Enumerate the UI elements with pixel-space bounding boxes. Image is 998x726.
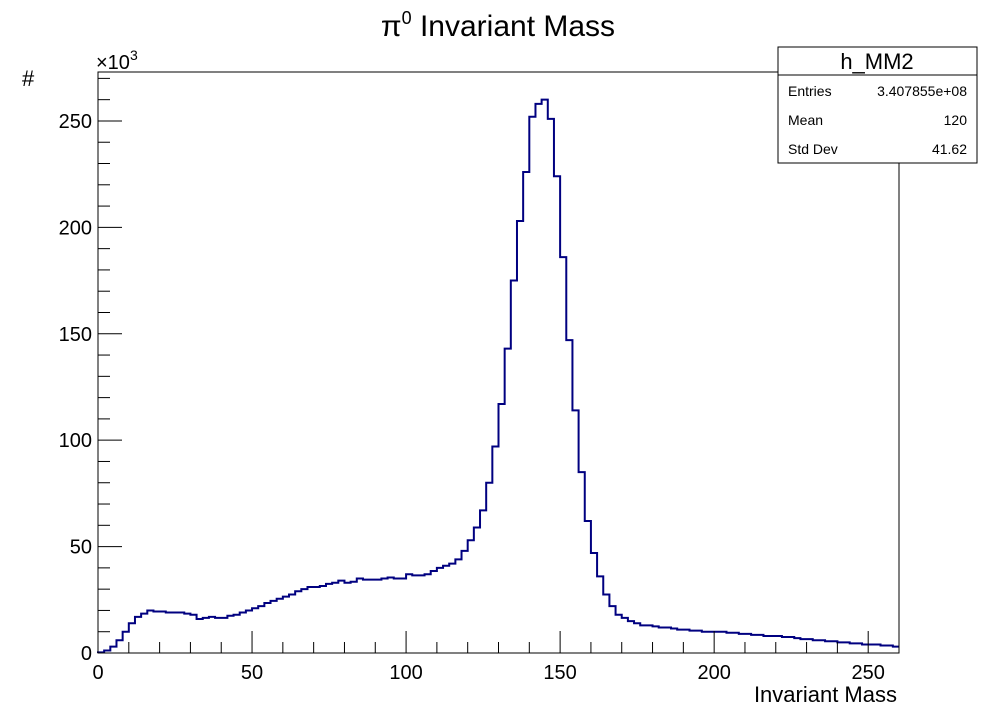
y-tick-label: 100 <box>59 430 92 452</box>
x-tick-label: 0 <box>92 662 103 684</box>
x-axis-title: Invariant Mass <box>754 682 897 707</box>
x-axis-tick-labels: 0 50 100 150 200 250 <box>92 662 884 684</box>
y-tick-label: 0 <box>81 643 92 665</box>
y-tick-label: 50 <box>70 537 92 559</box>
x-tick-label: 250 <box>852 662 885 684</box>
x-axis-major-ticks <box>97 631 869 653</box>
stats-entries-value: 3.407855e+08 <box>877 83 967 99</box>
y-axis-title: # <box>22 66 35 91</box>
x-tick-label: 150 <box>543 662 576 684</box>
stats-box-frame <box>777 46 978 164</box>
y-tick-label: 250 <box>59 111 92 133</box>
y-tick-label: 200 <box>59 217 92 239</box>
stats-stddev-label: Std Dev <box>788 141 838 157</box>
y-axis-tick-labels: 0 50 100 150 200 250 <box>59 111 92 665</box>
stats-mean-value: 120 <box>944 112 968 128</box>
y-axis-major-ticks <box>98 120 122 654</box>
histogram-line <box>97 98 899 654</box>
stats-stddev-value: 41.62 <box>932 141 967 157</box>
x-tick-label: 200 <box>697 662 730 684</box>
y-axis-exponent: ×103 <box>96 47 138 74</box>
x-axis-minor-ticks <box>128 642 900 653</box>
y-tick-label: 150 <box>59 324 92 346</box>
y-axis-minor-ticks <box>98 77 110 633</box>
stats-entries-label: Entries <box>788 83 832 99</box>
stats-box: h_MM2 Entries 3.407855e+08 Mean 120 Std … <box>777 46 978 164</box>
x-tick-label: 100 <box>389 662 422 684</box>
stats-mean-label: Mean <box>788 112 823 128</box>
x-tick-label: 50 <box>241 662 263 684</box>
chart-title: π0 Invariant Mass <box>381 8 615 43</box>
stats-box-name: h_MM2 <box>840 49 913 74</box>
